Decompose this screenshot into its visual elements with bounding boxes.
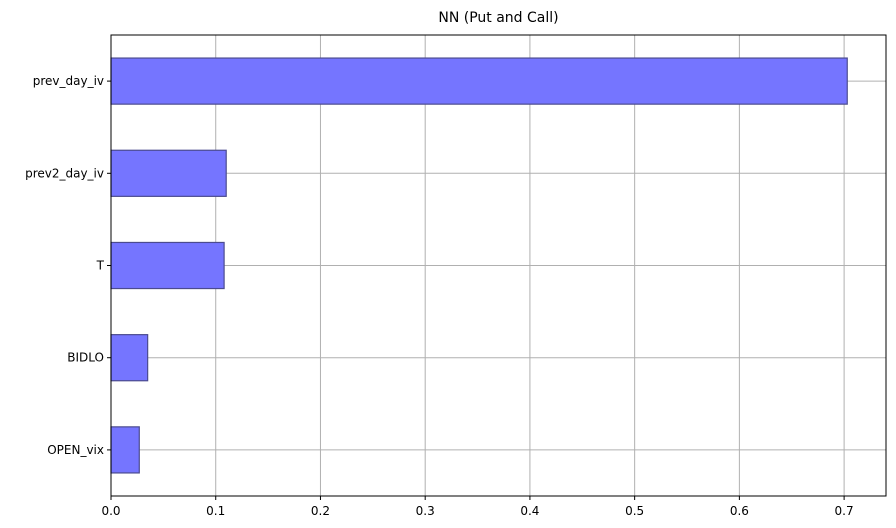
bar-bidlo (110, 334, 149, 382)
y-tick-label: prev_day_iv (33, 74, 104, 88)
y-tick-label: prev2_day_iv (25, 166, 104, 180)
bar-prev-day-iv (110, 57, 848, 105)
x-tick-label: 0.0 (101, 504, 120, 518)
bar-prev2-day-iv (110, 149, 227, 197)
x-tick-label: 0.2 (311, 504, 330, 518)
y-tick-label: BIDLO (67, 351, 104, 365)
ticks: 0.0 0.1 0.2 0.3 0.4 0.5 0.6 0.7 OPEN_vix BIDLO Tpr… (25, 74, 854, 518)
bar-open-vix (110, 426, 140, 474)
bar-t (110, 241, 225, 290)
x-tick-label: 0.4 (520, 504, 539, 518)
x-tick-label: 0.1 (206, 504, 225, 518)
bars (110, 57, 848, 474)
x-tick-label: 0.5 (625, 504, 644, 518)
y-tick-label: OPEN_vix (47, 443, 104, 457)
x-tick-label: 0.6 (730, 504, 749, 518)
x-tick-label: 0.7 (835, 504, 854, 518)
chart-title: NN (Put and Call) (438, 10, 558, 26)
y-tick-label: T (96, 259, 105, 273)
x-tick-label: 0.3 (416, 504, 435, 518)
